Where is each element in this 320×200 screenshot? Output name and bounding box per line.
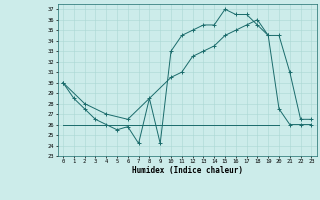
X-axis label: Humidex (Indice chaleur): Humidex (Indice chaleur) bbox=[132, 166, 243, 175]
